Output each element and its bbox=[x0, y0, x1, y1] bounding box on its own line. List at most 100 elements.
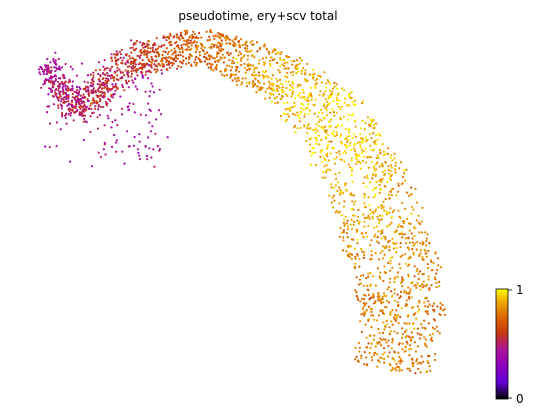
scatter-point bbox=[95, 94, 98, 97]
scatter-point bbox=[394, 319, 397, 323]
scatter-point bbox=[432, 261, 435, 264]
scatter-point bbox=[352, 208, 355, 211]
scatter-point bbox=[284, 80, 287, 83]
scatter-point bbox=[343, 149, 346, 152]
scatter-point bbox=[327, 159, 330, 162]
scatter-point bbox=[425, 237, 428, 240]
scatter-point bbox=[215, 43, 218, 47]
scatter-point bbox=[80, 101, 83, 105]
scatter-point bbox=[225, 35, 228, 38]
scatter-point bbox=[341, 142, 344, 145]
scatter-point bbox=[407, 257, 410, 260]
scatter-point bbox=[191, 37, 194, 40]
scatter-point bbox=[272, 49, 275, 52]
scatter-point bbox=[353, 203, 356, 206]
scatter-point bbox=[281, 95, 284, 98]
scatter-point bbox=[164, 56, 167, 60]
scatter-point bbox=[222, 48, 225, 51]
scatter-point bbox=[416, 310, 419, 313]
scatter-point bbox=[182, 55, 185, 58]
scatter-point bbox=[363, 192, 366, 195]
scatter-point bbox=[57, 104, 60, 107]
scatter-point bbox=[295, 67, 298, 71]
scatter-point bbox=[253, 83, 257, 86]
scatter-point bbox=[245, 69, 249, 72]
scatter-point bbox=[320, 81, 323, 84]
scatter-point bbox=[362, 305, 365, 308]
scatter-point bbox=[240, 83, 243, 86]
scatter-point bbox=[248, 63, 251, 66]
scatter-point bbox=[307, 93, 310, 96]
scatter-point bbox=[346, 235, 349, 239]
scatter-point bbox=[405, 299, 408, 302]
scatter-point bbox=[389, 262, 392, 265]
scatter-point bbox=[316, 129, 319, 132]
scatter-point bbox=[240, 63, 243, 67]
scatter-point bbox=[367, 275, 370, 278]
scatter-point bbox=[150, 156, 153, 159]
scatter-point bbox=[246, 63, 249, 66]
scatter-point bbox=[415, 248, 418, 251]
scatter-point bbox=[154, 55, 158, 58]
scatter-point bbox=[144, 73, 147, 76]
scatter-point bbox=[202, 50, 205, 53]
scatter-point bbox=[372, 296, 375, 299]
scatter-point bbox=[314, 98, 317, 101]
scatter-point bbox=[340, 190, 343, 193]
scatter-point bbox=[61, 87, 64, 90]
scatter-point bbox=[277, 69, 280, 72]
scatter-point bbox=[328, 102, 331, 105]
scatter-point bbox=[55, 95, 58, 98]
scatter-point bbox=[395, 317, 398, 320]
scatter-point bbox=[379, 251, 382, 255]
scatter-point bbox=[130, 70, 133, 73]
scatter-point bbox=[232, 56, 235, 59]
scatter-point bbox=[348, 128, 351, 131]
scatter-point bbox=[136, 88, 139, 91]
scatter-point bbox=[103, 86, 107, 89]
scatter-point bbox=[420, 231, 424, 234]
scatter-point bbox=[90, 81, 93, 84]
scatter-point bbox=[79, 98, 82, 101]
scatter-point bbox=[338, 150, 341, 153]
scatter-point bbox=[332, 206, 335, 209]
scatter-point bbox=[246, 44, 249, 48]
scatter-point bbox=[374, 210, 377, 213]
scatter-point bbox=[433, 276, 436, 279]
scatter-point bbox=[232, 61, 236, 65]
scatter-point bbox=[370, 257, 373, 260]
scatter-point bbox=[47, 65, 50, 68]
scatter-point bbox=[339, 158, 342, 161]
scatter-point bbox=[390, 215, 394, 219]
scatter-point bbox=[404, 207, 407, 210]
scatter-point bbox=[203, 46, 206, 49]
scatter-point bbox=[418, 284, 421, 288]
scatter-point bbox=[46, 68, 49, 71]
scatter-point bbox=[378, 295, 381, 298]
scatter-point bbox=[139, 54, 142, 57]
scatter-point bbox=[348, 135, 351, 138]
scatter-point bbox=[366, 364, 369, 367]
scatter-point bbox=[385, 245, 388, 248]
scatter-point bbox=[373, 235, 376, 238]
scatter-point bbox=[385, 306, 388, 309]
scatter-point bbox=[400, 183, 403, 186]
scatter-point bbox=[279, 114, 282, 118]
scatter-point bbox=[419, 270, 422, 273]
scatter-point bbox=[150, 66, 153, 69]
scatter-point bbox=[119, 56, 122, 60]
scatter-point bbox=[393, 313, 397, 316]
scatter-point bbox=[340, 231, 343, 234]
scatter-point bbox=[354, 103, 357, 106]
scatter-point bbox=[169, 34, 172, 37]
scatter-point bbox=[312, 68, 315, 71]
scatter-point bbox=[221, 53, 224, 56]
scatter-point bbox=[331, 196, 334, 199]
scatter-point bbox=[153, 63, 156, 66]
scatter-point bbox=[393, 367, 397, 370]
scatter-point bbox=[388, 223, 391, 226]
scatter-point bbox=[353, 142, 356, 145]
scatter-point bbox=[309, 150, 312, 153]
scatter-point bbox=[114, 89, 117, 92]
scatter-point bbox=[424, 231, 427, 234]
